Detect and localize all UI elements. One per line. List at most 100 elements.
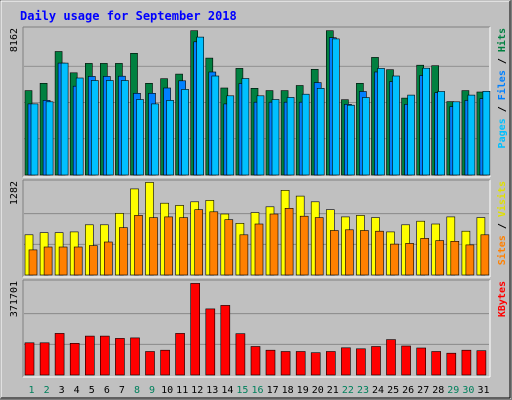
- bar-pages-day-5: [91, 80, 99, 176]
- x-tick-day-12: 12: [191, 385, 203, 396]
- panel-kbytes: 371701 KBytes: [9, 279, 508, 378]
- bar-sites-day-31: [480, 234, 490, 276]
- bar-pages-day-30: [467, 94, 476, 176]
- x-tick-day-24: 24: [372, 385, 384, 396]
- series-sites: [28, 208, 490, 276]
- bar-pages-day-12: [196, 36, 204, 176]
- bar-kbytes-day-18: [280, 351, 291, 376]
- bar-kbytes-day-29: [446, 352, 457, 376]
- bar-pages-day-10: [166, 100, 174, 176]
- bar-kbytes-day-31: [476, 350, 487, 376]
- x-tick-day-10: 10: [161, 385, 173, 396]
- x-axis-labels: 1 2 3 4 5 6 7 8 9 10 11 12 13 14 15 16 17 18 19 20 21 22 23 24 2…: [28, 385, 489, 396]
- bar-kbytes-day-15: [235, 333, 246, 376]
- bar-pages-day-11: [181, 89, 189, 176]
- series-kbytes: [24, 283, 487, 376]
- bar-kbytes-day-9: [145, 351, 155, 376]
- bar-kbytes-day-3: [54, 333, 65, 376]
- bar-kbytes-day-4: [69, 342, 80, 376]
- bar-pages-day-8: [136, 99, 144, 176]
- bar-pages-day-1: [30, 103, 39, 176]
- bar-pages-day-27: [422, 67, 431, 176]
- bar-pages-day-31: [482, 91, 491, 176]
- legend-separator: /: [497, 217, 508, 235]
- bar-kbytes-day-26: [401, 345, 411, 376]
- bar-pages-day-26: [407, 94, 415, 176]
- bar-kbytes-day-10: [160, 349, 170, 376]
- legend-label-files: Files: [496, 70, 508, 100]
- legend-label-sites: Sites: [496, 235, 508, 265]
- x-tick-day-20: 20: [312, 385, 324, 396]
- bar-kbytes-day-19: [295, 351, 306, 376]
- chart-panels: 8162 Pages / Files / Hits 1282 Sites / Visi…: [9, 26, 508, 378]
- bar-sites-day-12: [194, 209, 203, 276]
- bar-sites-day-26: [405, 243, 414, 276]
- bar-kbytes-day-17: [265, 349, 276, 376]
- bar-sites-day-30: [465, 244, 475, 276]
- bar-pages-day-23: [362, 97, 370, 176]
- x-tick-day-1: 1: [28, 385, 34, 396]
- x-tick-day-7: 7: [119, 385, 125, 396]
- legend-separator: /: [497, 100, 508, 118]
- bar-sites-day-29: [450, 241, 460, 276]
- max-label-visits: 1282: [9, 181, 20, 205]
- x-tick-day-22: 22: [342, 385, 354, 396]
- bar-sites-day-2: [43, 246, 53, 276]
- bar-pages-day-7: [121, 80, 129, 176]
- x-tick-day-19: 19: [297, 385, 309, 396]
- x-tick-day-25: 25: [387, 385, 399, 396]
- bar-sites-day-4: [73, 246, 83, 276]
- panel-hits: 8162 Pages / Files / Hits: [9, 26, 508, 178]
- x-tick-day-9: 9: [149, 385, 155, 396]
- bar-pages-day-18: [286, 97, 295, 176]
- bar-sites-day-11: [179, 217, 188, 276]
- bar-kbytes-day-27: [416, 347, 427, 376]
- bar-kbytes-day-30: [461, 349, 472, 376]
- bar-pages-day-13: [211, 75, 220, 176]
- bar-pages-day-22: [347, 104, 355, 176]
- x-tick-day-18: 18: [282, 385, 294, 396]
- x-tick-day-23: 23: [357, 385, 369, 396]
- bar-sites-day-24: [375, 230, 384, 276]
- bar-sites-day-14: [224, 219, 234, 276]
- legend-hits: Pages / Files / Hits: [496, 28, 508, 148]
- bar-sites-day-21: [329, 230, 339, 276]
- bar-sites-day-6: [104, 241, 113, 276]
- x-tick-day-17: 17: [267, 385, 279, 396]
- bar-sites-day-16: [254, 223, 264, 276]
- bar-pages-day-14: [226, 95, 235, 176]
- bar-kbytes-day-11: [175, 333, 185, 376]
- bar-sites-day-10: [164, 216, 173, 276]
- panel-visits: 1282 Sites / Visits: [9, 179, 508, 278]
- bar-sites-day-20: [314, 217, 324, 276]
- bar-kbytes-day-16: [250, 346, 261, 376]
- bar-pages-day-2: [45, 101, 54, 176]
- bar-sites-day-13: [209, 211, 219, 276]
- legend-label-hits: Hits: [496, 28, 508, 52]
- bar-pages-day-24: [377, 68, 385, 176]
- legend-kbytes: KBytes: [497, 281, 508, 317]
- bar-sites-day-3: [58, 246, 68, 276]
- bar-sites-day-1: [28, 249, 38, 276]
- x-tick-day-3: 3: [59, 385, 65, 396]
- bar-pages-day-28: [437, 91, 446, 176]
- bar-kbytes-day-5: [85, 335, 95, 376]
- bar-pages-day-4: [75, 77, 84, 176]
- bar-pages-day-20: [316, 88, 325, 176]
- bar-pages-day-21: [331, 38, 340, 176]
- x-tick-day-26: 26: [402, 385, 414, 396]
- x-tick-day-30: 30: [462, 385, 474, 396]
- bar-pages-day-3: [60, 62, 69, 176]
- bar-pages-day-9: [151, 103, 159, 176]
- bar-kbytes-day-23: [356, 348, 366, 376]
- x-tick-day-16: 16: [251, 385, 263, 396]
- bar-sites-day-9: [149, 217, 158, 276]
- chart-title: Daily usage for September 2018: [20, 9, 237, 23]
- x-tick-day-11: 11: [176, 385, 188, 396]
- bar-kbytes-day-1: [24, 342, 35, 376]
- bar-sites-day-27: [420, 238, 430, 276]
- series-pages: [30, 36, 491, 176]
- x-tick-day-21: 21: [327, 385, 339, 396]
- legend-visits: Sites / Visits: [496, 181, 508, 265]
